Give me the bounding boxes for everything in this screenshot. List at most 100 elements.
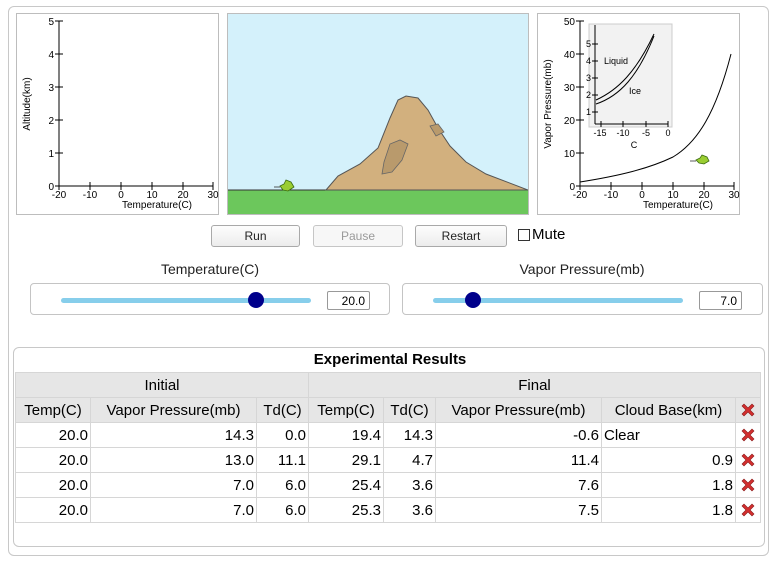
temperature-slider-thumb[interactable]	[248, 292, 264, 308]
x-tick-label: -10	[604, 190, 619, 201]
temperature-slider-track[interactable]	[61, 298, 311, 303]
cell: 7.0	[90, 472, 257, 498]
vapor-slider-thumb[interactable]	[465, 292, 481, 308]
mountain-rock	[381, 139, 409, 175]
delete-row-button[interactable]	[735, 447, 761, 473]
altitude-chart-panel: 0 1 2 3 4 5 -20 -10 0 10 20 30 Temperatu…	[16, 13, 219, 215]
mute-checkbox[interactable]: Mute	[518, 226, 565, 243]
vapor-slider-track[interactable]	[433, 298, 683, 303]
ice-curve	[595, 35, 655, 105]
mountain-rock	[429, 123, 445, 137]
cell: 1.8	[601, 497, 736, 523]
col-initial-vapor: Vapor Pressure(mb)	[90, 397, 257, 423]
mute-checkbox-box[interactable]	[518, 228, 530, 241]
cell: 13.0	[90, 447, 257, 473]
cell: 20.0	[15, 472, 91, 498]
cell: 14.3	[383, 422, 436, 448]
delete-icon[interactable]	[739, 401, 757, 419]
temperature-value-field[interactable]: 20.0	[327, 291, 370, 310]
y-axis-label: Vapor Pressure(mb)	[543, 59, 554, 148]
x-axis-label: Temperature(C)	[122, 200, 192, 211]
delete-row-button[interactable]	[735, 422, 761, 448]
inset-x-tick: -5	[642, 128, 650, 138]
column-header-row: Temp(C) Vapor Pressure(mb) Td(C) Temp(C)…	[15, 397, 761, 423]
liquid-label: Liquid	[604, 56, 628, 66]
inset-x-tick: -15	[593, 128, 606, 138]
scene-canvas	[228, 14, 528, 214]
delete-icon[interactable]	[739, 476, 757, 494]
vapor-value-field[interactable]: 7.0	[699, 291, 742, 310]
delete-icon[interactable]	[739, 426, 757, 444]
final-group-header: Final	[308, 372, 761, 398]
cell: -0.6	[435, 422, 602, 448]
col-final-temp: Temp(C)	[308, 397, 384, 423]
col-cloud-base: Cloud Base(km)	[601, 397, 736, 423]
cell: 14.3	[90, 422, 257, 448]
cell: 25.4	[308, 472, 384, 498]
y-tick-label: 1	[48, 149, 54, 160]
delete-icon[interactable]	[739, 501, 757, 519]
y-tick-label: 3	[48, 83, 54, 94]
table-row: 20.0 7.0 6.0 25.4 3.6 7.6 1.8	[15, 472, 761, 498]
x-tick-label: 20	[698, 190, 710, 201]
vapor-chart-panel: 0 10 20 30 40 50 -20 -10 0 10 20 30 Temp…	[537, 13, 740, 215]
inset-x-label: C	[631, 140, 638, 150]
cell: 7.6	[435, 472, 602, 498]
inset-y-tick: 3	[586, 73, 591, 83]
x-axis-label: Temperature(C)	[643, 200, 713, 211]
cell: 20.0	[15, 497, 91, 523]
cell: 7.5	[435, 497, 602, 523]
cell: 25.3	[308, 497, 384, 523]
results-table: Initial Final Temp(C) Vapor Pressure(mb)…	[15, 372, 761, 523]
air-parcel-icon[interactable]	[274, 179, 295, 192]
run-button[interactable]: Run	[211, 225, 300, 247]
col-initial-temp: Temp(C)	[15, 397, 91, 423]
x-tick-label: 20	[177, 190, 189, 201]
vapor-slider-box: 7.0	[402, 283, 763, 315]
cell: 20.0	[15, 447, 91, 473]
restart-button[interactable]: Restart	[415, 225, 507, 247]
inset-y-tick: 5	[586, 39, 591, 49]
cell: 1.8	[601, 472, 736, 498]
delete-icon[interactable]	[739, 451, 757, 469]
cell: 7.0	[90, 497, 257, 523]
mountain	[324, 95, 528, 191]
mute-label: Mute	[532, 226, 566, 243]
inset-x-tick: -10	[616, 128, 629, 138]
x-tick-label: 0	[639, 190, 645, 201]
cell: 6.0	[256, 472, 309, 498]
inset-y-tick: 2	[586, 90, 591, 100]
cell: 3.6	[383, 497, 436, 523]
inset-y-tick: 4	[586, 56, 591, 66]
pause-button[interactable]: Pause	[313, 225, 403, 247]
cell: 6.0	[256, 497, 309, 523]
group-header-row: Initial Final	[15, 372, 761, 398]
y-tick-label: 2	[48, 116, 54, 127]
temperature-slider-box: 20.0	[30, 283, 390, 315]
y-tick-label: 30	[564, 83, 576, 94]
cell: 11.4	[435, 447, 602, 473]
experimental-results-panel: Experimental Results Initial Final Temp(…	[13, 347, 765, 547]
vapor-chart: 0 10 20 30 40 50 -20 -10 0 10 20 30 Temp…	[543, 17, 740, 211]
delete-row-button[interactable]	[735, 497, 761, 523]
col-final-vapor: Vapor Pressure(mb)	[435, 397, 602, 423]
x-tick-label: 10	[146, 190, 158, 201]
cell: 19.4	[308, 422, 384, 448]
x-tick-label: 10	[667, 190, 679, 201]
results-title: Experimental Results	[313, 351, 467, 368]
y-tick-label: 50	[564, 17, 576, 28]
x-tick-label: 0	[118, 190, 124, 201]
delete-row-button[interactable]	[735, 472, 761, 498]
cell: 11.1	[256, 447, 309, 473]
initial-group-header: Initial	[15, 372, 309, 398]
liquid-curve	[595, 33, 655, 101]
cell: 3.6	[383, 472, 436, 498]
y-tick-label: 40	[564, 50, 576, 61]
clear-all-button[interactable]	[735, 397, 761, 423]
col-initial-td: Td(C)	[256, 397, 309, 423]
vapor-slider-label: Vapor Pressure(mb)	[519, 261, 645, 277]
inset-x-tick: 0	[665, 128, 670, 138]
x-tick-label: 30	[207, 190, 219, 201]
cell: 29.1	[308, 447, 384, 473]
ice-label: Ice	[629, 86, 641, 96]
